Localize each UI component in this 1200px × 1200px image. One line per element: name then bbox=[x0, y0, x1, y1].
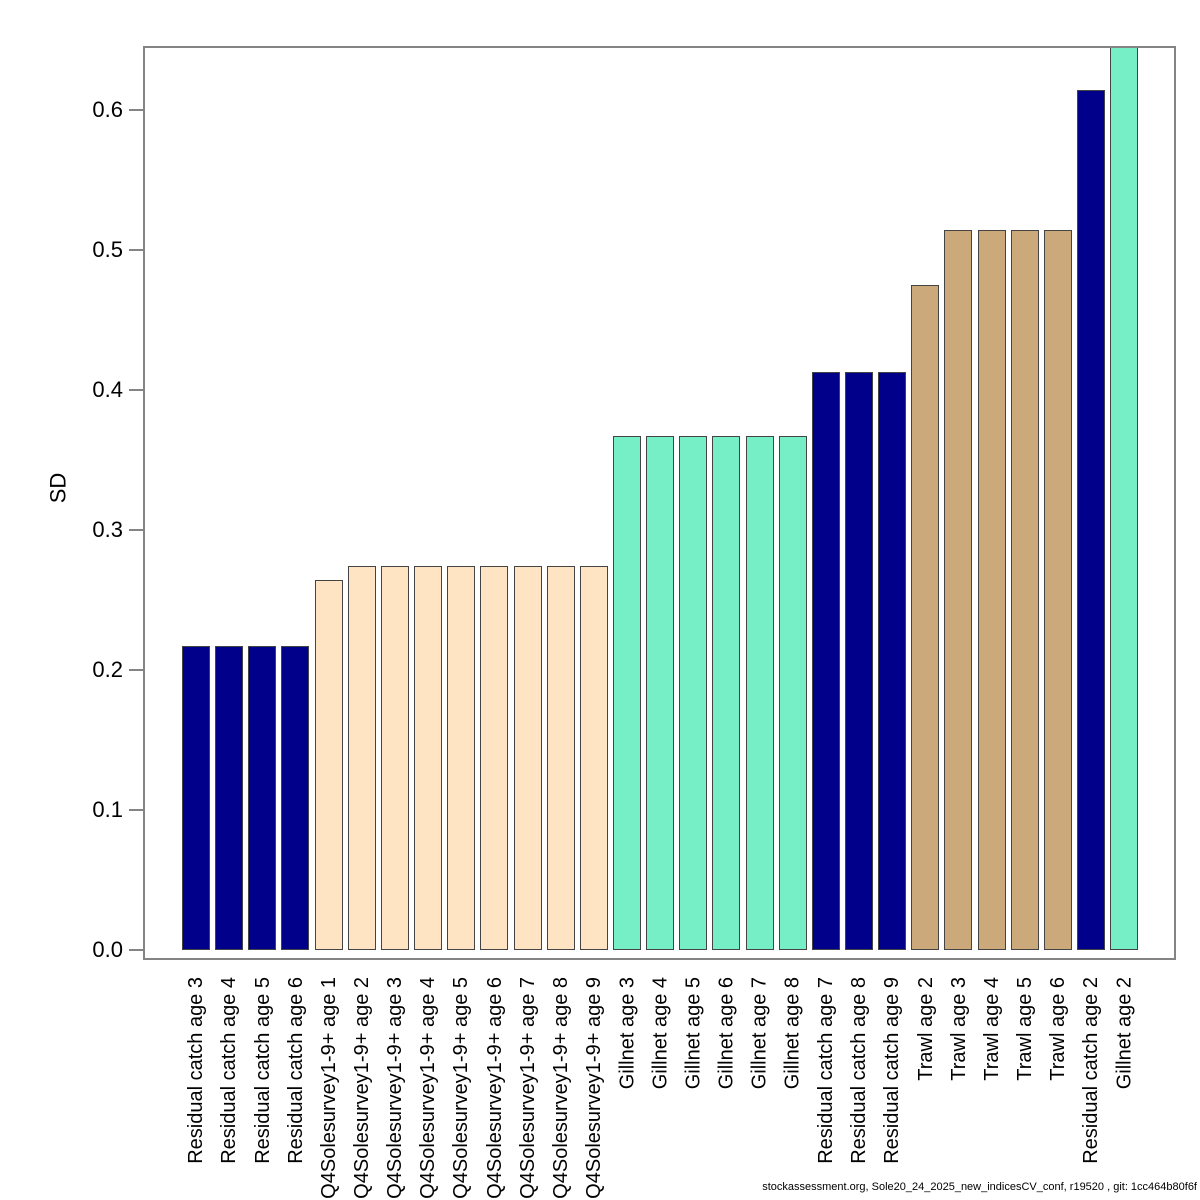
bar-residual-catch-age-8 bbox=[845, 372, 873, 950]
x-axis-label-text: Gillnet age 5 bbox=[682, 977, 705, 1090]
x-axis-label-text: Q4Solesurvey1-9+ age 1 bbox=[317, 977, 340, 1199]
x-axis-label-text: Trawl age 4 bbox=[980, 977, 1003, 1081]
bar-gillnet-age-2 bbox=[1110, 48, 1139, 950]
bar-q4solesurvey1-9-age-7 bbox=[513, 566, 542, 950]
bar-trawl-age-2 bbox=[911, 285, 940, 950]
bar-q4solesurvey1-9-age-9 bbox=[579, 566, 608, 950]
x-axis-label-text: Gillnet age 8 bbox=[781, 977, 804, 1090]
bar-residual-catch-age-7 bbox=[811, 372, 840, 950]
x-axis-label-text: Residual catch age 7 bbox=[814, 977, 837, 1164]
y-tick-mark bbox=[129, 249, 143, 251]
bar-gillnet-age-8 bbox=[778, 436, 807, 950]
x-axis-label-text: Q4Solesurvey1-9+ age 8 bbox=[549, 977, 572, 1199]
x-axis-label-text: Trawl age 6 bbox=[1046, 977, 1069, 1081]
bar-gillnet-age-7 bbox=[745, 436, 774, 950]
y-tick-mark bbox=[129, 669, 143, 671]
bar-trawl-age-3 bbox=[944, 230, 973, 950]
bar-q4solesurvey1-9-age-8 bbox=[546, 566, 575, 950]
x-axis-label-text: Gillnet age 7 bbox=[748, 977, 771, 1090]
y-tick-label: 0.3 bbox=[92, 517, 123, 542]
x-axis-label-text: Gillnet age 3 bbox=[615, 977, 638, 1090]
bar-q4solesurvey1-9-age-2 bbox=[347, 566, 376, 950]
bar-residual-catch-age-4 bbox=[215, 646, 244, 950]
y-tick-label: 0.5 bbox=[92, 237, 123, 262]
x-axis-label-text: Trawl age 3 bbox=[947, 977, 970, 1081]
x-axis-label-text: Q4Solesurvey1-9+ age 5 bbox=[450, 977, 473, 1199]
y-tick-mark bbox=[129, 389, 143, 391]
footer-credit: stockassessment.org, Sole20_24_2025_new_… bbox=[762, 1181, 1197, 1193]
x-axis-label-text: Q4Solesurvey1-9+ age 3 bbox=[383, 977, 406, 1199]
x-axis-label-text: Gillnet age 4 bbox=[649, 977, 672, 1090]
plot-box bbox=[143, 46, 1176, 960]
y-tick-mark bbox=[129, 809, 143, 811]
y-tick-label: 0.4 bbox=[92, 377, 123, 402]
bar-residual-catch-age-2 bbox=[1077, 90, 1106, 950]
bar-q4solesurvey1-9-age-4 bbox=[414, 566, 443, 950]
x-axis-label-text: Gillnet age 6 bbox=[715, 977, 738, 1090]
x-axis-label-text: Residual catch age 5 bbox=[251, 977, 274, 1164]
bar-residual-catch-age-3 bbox=[182, 646, 210, 950]
y-tick-label: 0.1 bbox=[92, 797, 123, 822]
y-tick-mark bbox=[129, 949, 143, 951]
x-axis-label-text: Residual catch age 8 bbox=[848, 977, 870, 1164]
bar-gillnet-age-5 bbox=[679, 436, 708, 950]
y-tick-label: 0.2 bbox=[92, 657, 123, 682]
x-axis-label-text: Q4Solesurvey1-9+ age 9 bbox=[582, 977, 605, 1199]
x-axis-label-text: Trawl age 5 bbox=[1013, 977, 1036, 1081]
x-axis-label-text: Residual catch age 6 bbox=[284, 977, 307, 1164]
x-axis-label-text: Q4Solesurvey1-9+ age 7 bbox=[516, 977, 539, 1199]
x-axis-label-text: Residual catch age 2 bbox=[1080, 977, 1103, 1164]
bar-gillnet-age-3 bbox=[612, 436, 641, 950]
x-axis-label-text: Q4Solesurvey1-9+ age 6 bbox=[483, 977, 506, 1199]
x-axis-label-text: Q4Solesurvey1-9+ age 4 bbox=[417, 977, 440, 1199]
bar-trawl-age-4 bbox=[977, 230, 1006, 950]
bar-q4solesurvey1-9-age-1 bbox=[314, 580, 343, 950]
bar-residual-catch-age-6 bbox=[281, 646, 310, 950]
bar-q4solesurvey1-9-age-5 bbox=[447, 566, 476, 950]
bar-gillnet-age-6 bbox=[712, 436, 741, 950]
bar-q4solesurvey1-9-age-6 bbox=[480, 566, 509, 950]
bar-gillnet-age-4 bbox=[646, 436, 675, 950]
bar-trawl-age-6 bbox=[1043, 230, 1072, 950]
x-axis-label-text: Residual catch age 9 bbox=[881, 977, 904, 1164]
bar-area bbox=[145, 48, 1174, 958]
x-axis-label-text: Residual catch age 3 bbox=[185, 977, 207, 1164]
y-tick-mark bbox=[129, 109, 143, 111]
x-axis-label-text: Residual catch age 4 bbox=[218, 977, 241, 1164]
y-axis-title-text: SD bbox=[45, 472, 70, 504]
bar-residual-catch-age-9 bbox=[878, 372, 907, 950]
x-axis-label-text: Q4Solesurvey1-9+ age 2 bbox=[350, 977, 373, 1199]
x-axis-label-text: Trawl age 2 bbox=[914, 977, 937, 1081]
bar-residual-catch-age-5 bbox=[248, 646, 277, 950]
x-axis-label-text: Gillnet age 2 bbox=[1113, 977, 1136, 1090]
y-tick-mark bbox=[129, 529, 143, 531]
y-tick-label: 0.0 bbox=[92, 937, 123, 962]
y-tick-label: 0.6 bbox=[92, 97, 123, 122]
bar-q4solesurvey1-9-age-3 bbox=[380, 566, 409, 950]
bar-trawl-age-5 bbox=[1010, 230, 1039, 950]
